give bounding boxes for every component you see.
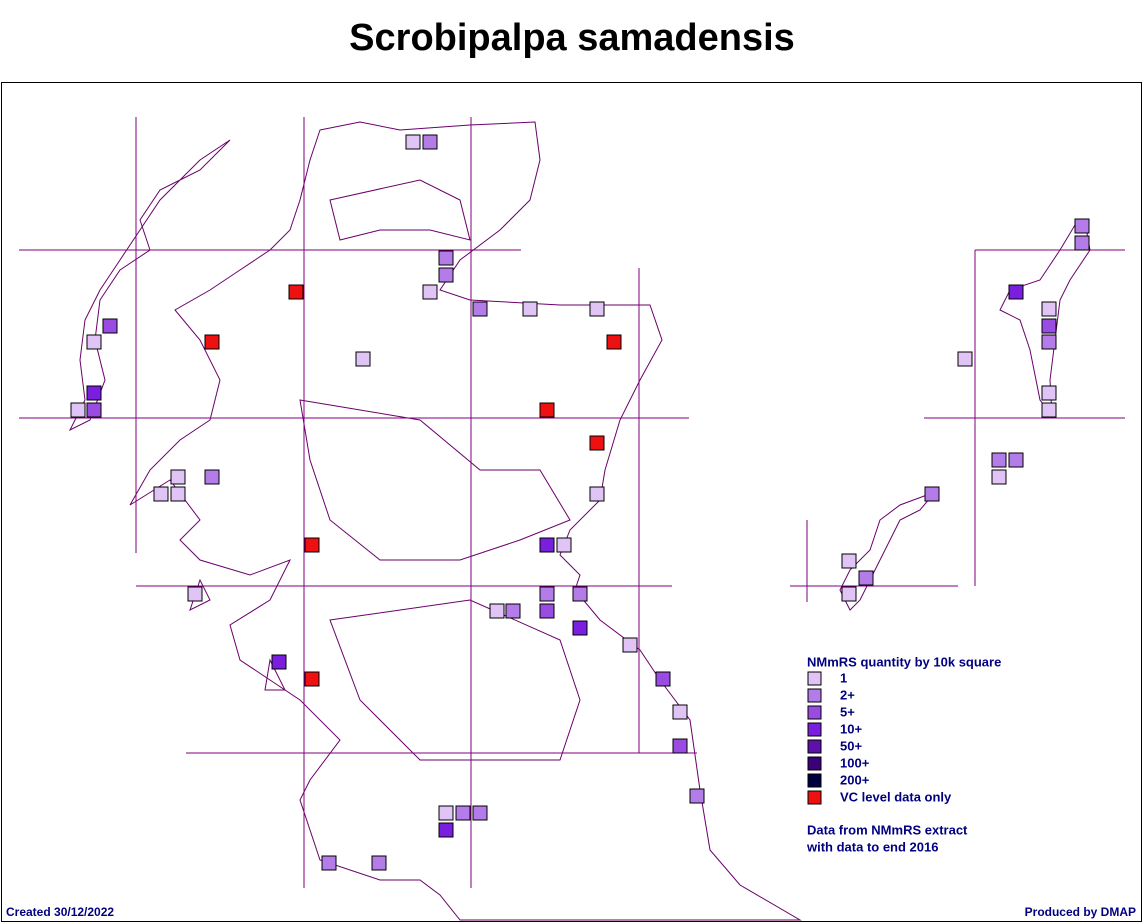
legend-swatch xyxy=(807,790,822,805)
legend-label: 5+ xyxy=(840,704,855,719)
record-square xyxy=(438,822,454,838)
legend-swatch xyxy=(807,688,822,703)
record-square xyxy=(170,469,186,485)
record-square xyxy=(170,486,186,502)
record-square xyxy=(991,469,1007,485)
record-square xyxy=(589,486,605,502)
legend-label: 1 xyxy=(840,670,847,685)
legend-label: 10+ xyxy=(840,721,862,736)
record-square xyxy=(589,435,605,451)
record-square xyxy=(455,805,471,821)
legend-label: VC level data only xyxy=(840,789,952,804)
record-square xyxy=(355,351,371,367)
legend-label: 2+ xyxy=(840,687,855,702)
record-square xyxy=(672,704,688,720)
legend-swatch xyxy=(807,756,822,771)
record-square xyxy=(1074,218,1090,234)
record-square xyxy=(1008,284,1024,300)
map-frame xyxy=(1,82,1142,922)
record-square xyxy=(1041,301,1057,317)
record-square xyxy=(86,334,102,350)
record-square xyxy=(689,788,705,804)
record-square xyxy=(572,620,588,636)
record-square xyxy=(1041,318,1057,334)
record-square xyxy=(271,654,287,670)
record-square xyxy=(991,452,1007,468)
record-square xyxy=(539,603,555,619)
created-date: Created 30/12/2022 xyxy=(6,905,114,919)
record-square xyxy=(70,402,86,418)
record-square xyxy=(655,671,671,687)
record-square xyxy=(371,855,387,871)
legend-swatch xyxy=(807,705,822,720)
record-square xyxy=(472,805,488,821)
record-square xyxy=(204,469,220,485)
legend-label: 200+ xyxy=(840,772,870,787)
legend-label: 50+ xyxy=(840,738,862,753)
record-square xyxy=(672,738,688,754)
producer: Produced by DMAP xyxy=(1025,905,1136,919)
record-square xyxy=(1041,334,1057,350)
record-square xyxy=(1074,235,1090,251)
record-square xyxy=(505,603,521,619)
record-square xyxy=(86,385,102,401)
records xyxy=(70,134,1090,871)
legend-swatch xyxy=(807,671,822,686)
record-square xyxy=(304,537,320,553)
grid xyxy=(19,117,1125,888)
record-square xyxy=(438,267,454,283)
record-square xyxy=(924,486,940,502)
legend-swatch xyxy=(807,773,822,788)
record-square xyxy=(288,284,304,300)
record-square xyxy=(841,586,857,602)
record-square xyxy=(153,486,169,502)
record-square xyxy=(556,537,572,553)
record-square xyxy=(539,402,555,418)
legend-swatch xyxy=(807,722,822,737)
record-square xyxy=(539,537,555,553)
record-square xyxy=(187,586,203,602)
record-square xyxy=(1041,402,1057,418)
record-square xyxy=(438,250,454,266)
record-square xyxy=(321,855,337,871)
record-square xyxy=(539,586,555,602)
legend-label: 100+ xyxy=(840,755,870,770)
legend-swatch xyxy=(807,739,822,754)
title: Scrobipalpa samadensis xyxy=(349,17,795,59)
record-square xyxy=(606,334,622,350)
record-square xyxy=(1041,385,1057,401)
record-square xyxy=(841,553,857,569)
record-square xyxy=(589,301,605,317)
record-square xyxy=(422,134,438,150)
legend: NMmRS quantity by 10k square 1 2+ 5+ 10+ 50+… xyxy=(807,654,1001,805)
record-square xyxy=(472,301,488,317)
record-square xyxy=(957,351,973,367)
record-square xyxy=(304,671,320,687)
record-square xyxy=(86,402,102,418)
note-line: Data from NMmRS extract xyxy=(807,822,968,837)
record-square xyxy=(522,301,538,317)
record-square xyxy=(622,637,638,653)
legend-title: NMmRS quantity by 10k square xyxy=(807,654,1001,669)
record-square xyxy=(422,284,438,300)
note-line: with data to end 2016 xyxy=(806,839,938,854)
record-square xyxy=(1008,452,1024,468)
record-square xyxy=(572,586,588,602)
record-square xyxy=(489,603,505,619)
record-square xyxy=(204,334,220,350)
record-square xyxy=(405,134,421,150)
record-square xyxy=(102,318,118,334)
record-square xyxy=(438,805,454,821)
record-square xyxy=(858,570,874,586)
